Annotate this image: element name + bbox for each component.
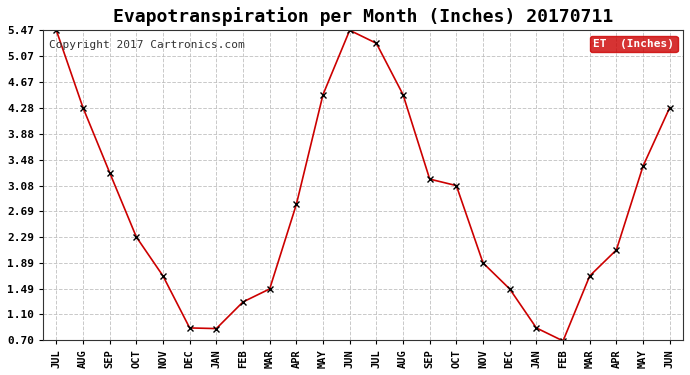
Legend: ET  (Inches): ET (Inches) bbox=[590, 36, 678, 52]
Text: Copyright 2017 Cartronics.com: Copyright 2017 Cartronics.com bbox=[50, 40, 245, 50]
Title: Evapotranspiration per Month (Inches) 20170711: Evapotranspiration per Month (Inches) 20… bbox=[113, 7, 613, 26]
